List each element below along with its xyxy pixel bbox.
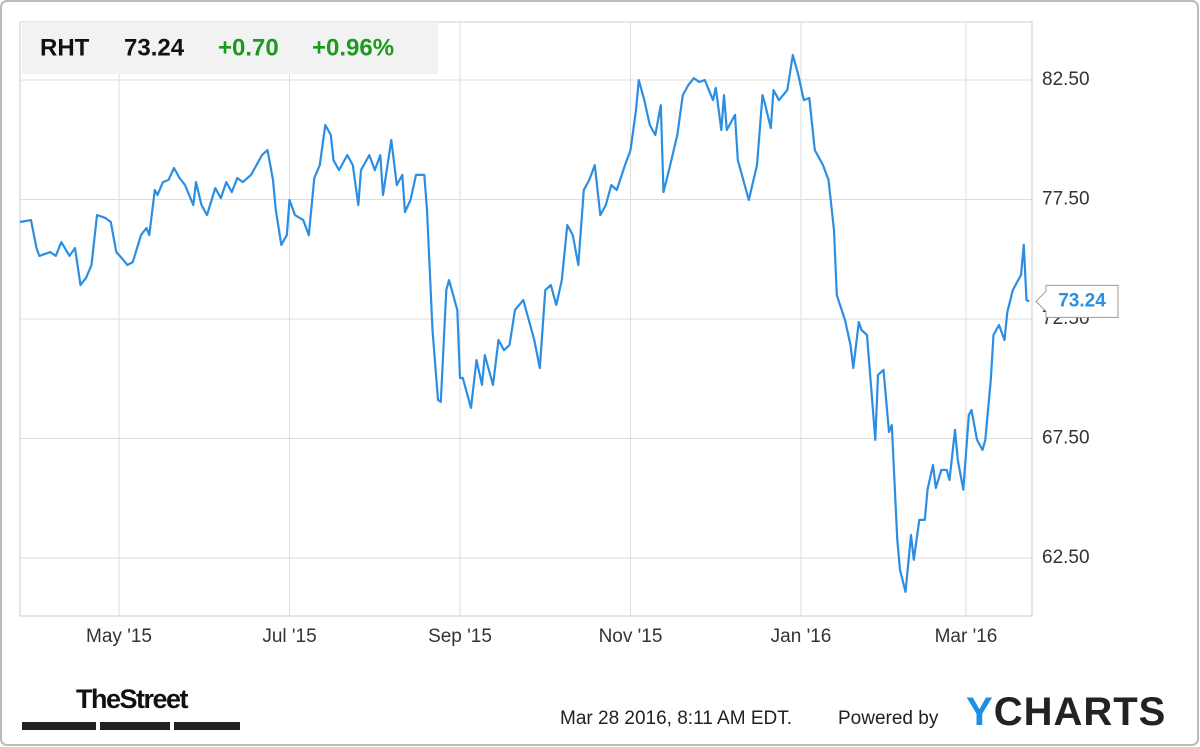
x-tick-label: Nov '15 [599,626,663,647]
grid [20,22,1032,616]
y-tick-label: 77.50 [1042,189,1090,210]
timestamp: Mar 28 2016, 8:11 AM EDT. [560,708,792,729]
x-tick-label: May '15 [86,626,152,647]
brand-logo: YCHARTS [966,690,1167,734]
x-tick-label: Jul '15 [262,626,316,647]
x-tick-label: Sep '15 [428,626,492,647]
price: 73.24 [124,34,185,61]
header-box [22,22,438,74]
y-tick-label: 67.50 [1042,427,1090,448]
change-pct: +0.96% [312,34,394,61]
y-tick-label: 82.50 [1042,69,1090,90]
price-line [19,53,1030,593]
logo-bar [22,722,96,730]
last-value-label: 73.24 [1058,290,1106,311]
change: +0.70 [218,34,279,61]
ticker: RHT [40,34,90,61]
last-value-callout [1035,284,1119,318]
logo-bar [174,722,240,730]
source-logo: TheStreet [76,684,189,714]
y-tick-label: 62.50 [1042,547,1090,568]
x-tick-label: Mar '16 [935,626,998,647]
logo-bar [100,722,170,730]
x-tick-label: Jan '16 [771,626,832,647]
powered-by: Powered by [838,708,939,729]
